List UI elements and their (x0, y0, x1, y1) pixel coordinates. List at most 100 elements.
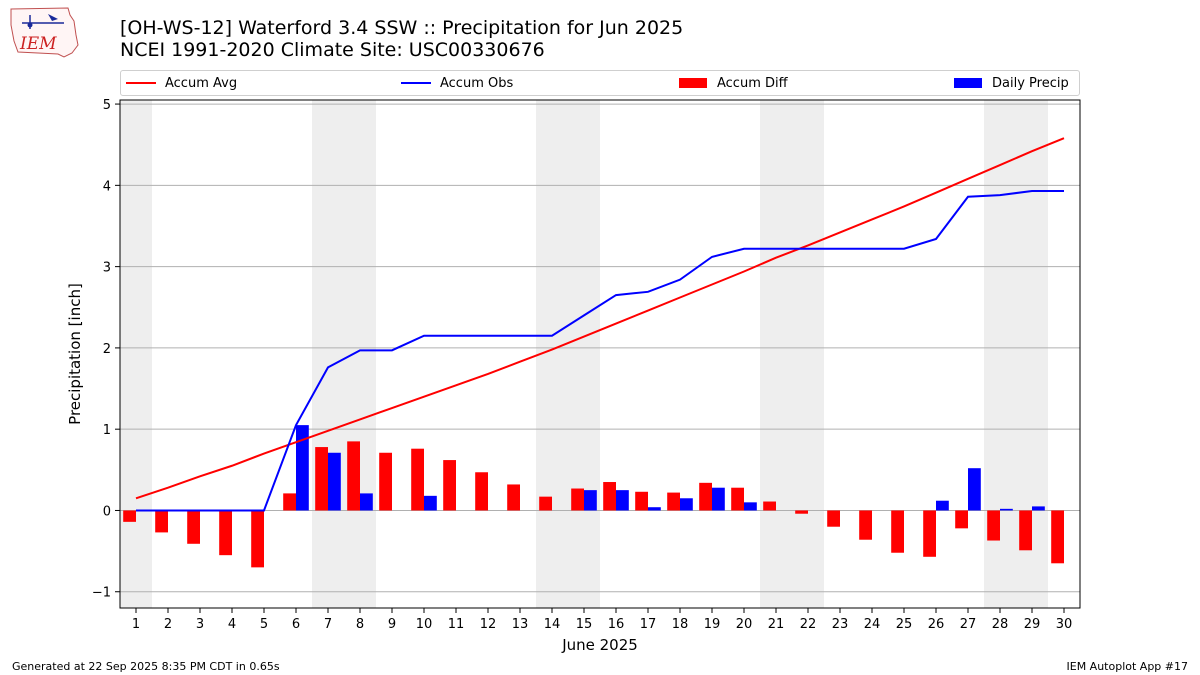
weekend-shade-day-1 (120, 100, 152, 608)
x-tick-label: 19 (704, 617, 721, 632)
x-tick-label: 12 (480, 617, 497, 632)
line-accum-avg (135, 137, 1065, 500)
bar-daily-precip (680, 498, 693, 511)
weekend-shade-day-22 (792, 100, 824, 608)
x-tick-label: 10 (416, 617, 433, 632)
bar-accum-diff (1051, 510, 1064, 564)
y-axis-label: Precipitation [inch] (66, 283, 84, 425)
bar-accum-diff (763, 501, 776, 511)
x-tick-label: 2 (164, 617, 172, 632)
bar-accum-diff (859, 510, 872, 540)
bar-accum-diff (315, 447, 328, 511)
bar-accum-diff (795, 510, 808, 514)
bar-accum-diff (251, 510, 264, 568)
legend-label-accum-obs: Accum Obs (440, 75, 514, 91)
bar-accum-diff (283, 493, 296, 511)
x-tick-label: 9 (388, 617, 396, 632)
legend-swatch-accum-diff (679, 78, 707, 88)
bar-accum-diff (379, 452, 392, 511)
bar-accum-diff (827, 510, 840, 527)
line-accum-obs (136, 190, 1064, 512)
bar-daily-precip (1032, 506, 1045, 511)
weekend-shade-day-15 (568, 100, 600, 608)
bar-daily-precip (1000, 508, 1013, 511)
bar-accum-diff (571, 488, 584, 511)
bar-daily-precip (328, 452, 341, 511)
bar-accum-diff (123, 510, 136, 522)
legend-item-accum-diff: Accum Diff (679, 71, 788, 95)
x-tick-label: 21 (768, 617, 785, 632)
weekend-shade-day-8 (344, 100, 376, 608)
y-tick-label: 4 (103, 179, 111, 194)
x-axis-label: June 2025 (561, 636, 638, 654)
x-tick-label: 18 (672, 617, 689, 632)
weekend-shade-day-21 (760, 100, 792, 608)
bar-daily-precip (360, 493, 373, 511)
grid-lines (120, 103, 1080, 593)
x-tick-label: 24 (864, 617, 881, 632)
x-tick-label: 14 (544, 617, 561, 632)
x-tick-label: 30 (1056, 617, 1073, 632)
y-tick-label: 0 (103, 504, 111, 519)
plot-frame (119, 99, 1081, 609)
chart-subtitle: NCEI 1991-2020 Climate Site: USC00330676 (120, 39, 545, 61)
x-tick-label: 25 (896, 617, 913, 632)
y-tick-label: −1 (92, 586, 111, 601)
footer-app-id: IEM Autoplot App #17 (1066, 660, 1189, 673)
bar-accum-diff (187, 510, 200, 544)
bar-accum-diff (443, 460, 456, 511)
bar-accum-diff (731, 487, 744, 511)
x-tick-label: 17 (640, 617, 657, 632)
legend-item-accum-obs: Accum Obs (401, 71, 513, 95)
logo-text: IEM (19, 34, 57, 54)
y-tick-label: 2 (103, 342, 111, 357)
lines (135, 137, 1065, 512)
bar-accum-diff (539, 496, 552, 511)
x-tick-label: 29 (1024, 617, 1041, 632)
bar-daily-precip (616, 490, 629, 511)
bar-daily-precip (936, 500, 949, 511)
bar-daily-precip (584, 490, 597, 511)
x-tick-label: 16 (608, 617, 625, 632)
y-tick-label: 1 (103, 423, 111, 438)
x-tick-label: 27 (960, 617, 977, 632)
legend-item-accum-avg: Accum Avg (126, 71, 237, 95)
legend-swatch-accum-obs (401, 82, 431, 84)
bar-daily-precip (744, 502, 757, 511)
bar-accum-diff (603, 482, 616, 511)
weekend-shade-day-7 (312, 100, 344, 608)
bar-accum-diff (667, 492, 680, 511)
x-tick-label: 20 (736, 617, 753, 632)
legend-label-accum-avg: Accum Avg (165, 75, 238, 91)
x-tick-label: 11 (448, 617, 465, 632)
bar-accum-diff (155, 510, 168, 533)
x-tick-label: 26 (928, 617, 945, 632)
chart-title: [OH-WS-12] Waterford 3.4 SSW :: Precipit… (120, 17, 684, 39)
bar-accum-diff (891, 510, 904, 553)
legend-swatch-daily-precip (954, 78, 982, 88)
x-tick-label: 6 (292, 617, 300, 632)
bar-daily-precip (712, 487, 725, 511)
bar-accum-diff (219, 510, 232, 556)
bar-accum-diff (411, 448, 424, 511)
x-tick-label: 4 (228, 617, 236, 632)
bar-accum-diff (923, 510, 936, 557)
bar-accum-diff (347, 441, 360, 511)
bar-accum-diff (1019, 510, 1032, 551)
bars (123, 425, 1064, 568)
bar-accum-diff (699, 482, 712, 511)
bar-accum-diff (635, 491, 648, 511)
y-tick-label: 5 (103, 98, 111, 113)
x-tick-label: 28 (992, 617, 1009, 632)
x-tick-label: 3 (196, 617, 204, 632)
bar-daily-precip (968, 468, 981, 511)
bar-accum-diff (507, 484, 520, 511)
x-tick-label: 8 (356, 617, 364, 632)
x-tick-label: 5 (260, 617, 268, 632)
bar-accum-diff (955, 510, 968, 529)
legend-label-accum-diff: Accum Diff (717, 75, 788, 91)
bar-daily-precip (424, 495, 437, 511)
x-tick-label: 22 (800, 617, 817, 632)
